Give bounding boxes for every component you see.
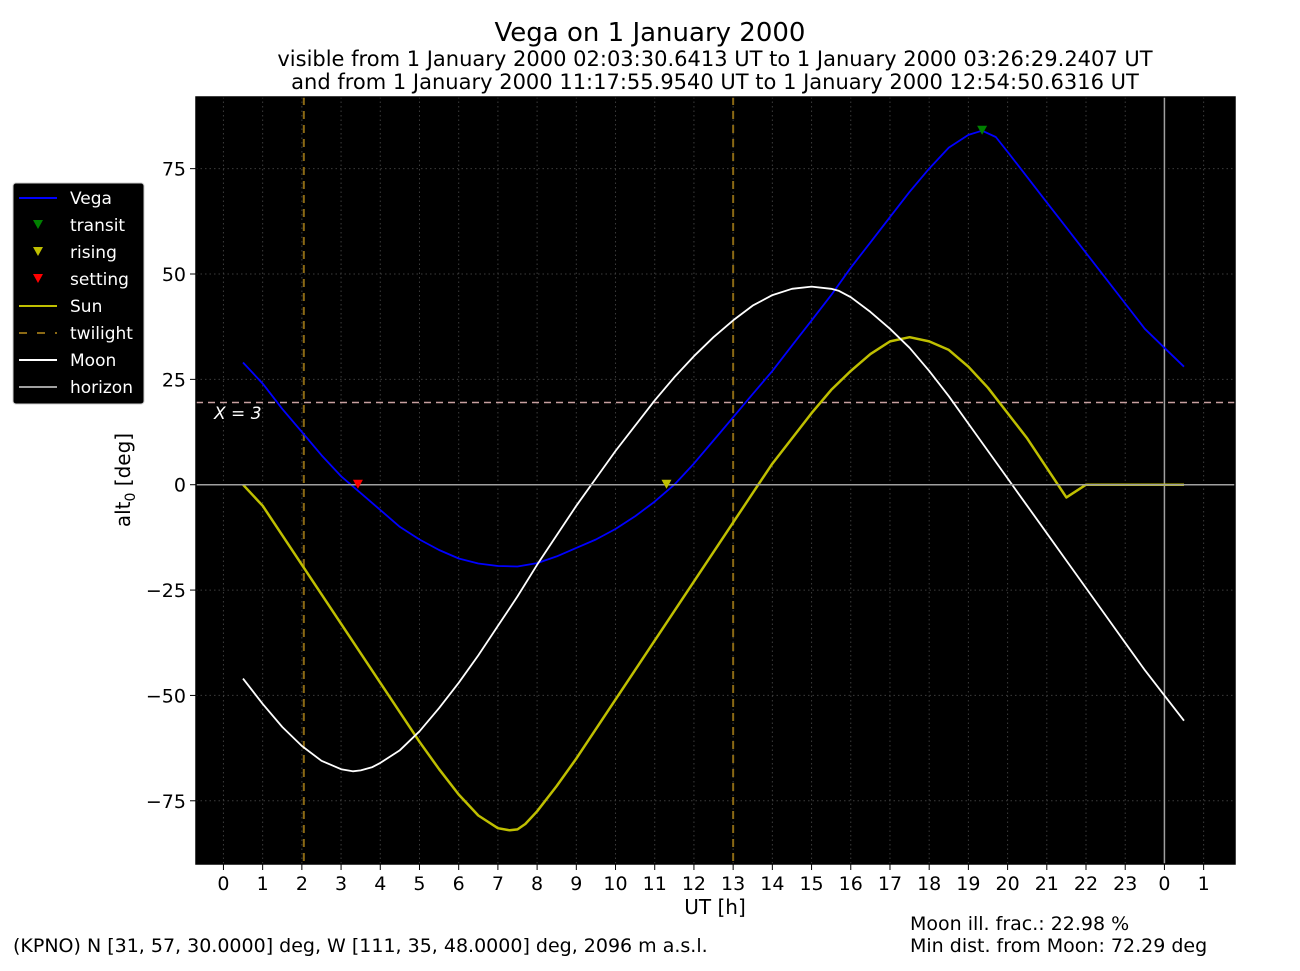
x-tick-label: 10 — [603, 873, 627, 895]
x-tick-label: 19 — [956, 873, 980, 895]
x-tick-label: 3 — [335, 873, 347, 895]
legend-box — [12, 182, 145, 405]
series-line-vega — [242, 129, 1185, 568]
x-tick-label: 12 — [682, 873, 706, 895]
y-tick-label: −25 — [146, 580, 186, 602]
x-tick-label: 1 — [1198, 873, 1210, 895]
x-axis-label: UT [h] — [684, 895, 746, 919]
y-tick-label: 0 — [174, 475, 186, 497]
x-tick-label: 0 — [217, 873, 229, 895]
legend-label-rising: rising — [70, 243, 117, 263]
moon-distance: Min dist. from Moon: 72.29 deg — [910, 935, 1207, 957]
legend-label-setting: setting — [70, 270, 129, 290]
event-marker-rising — [661, 479, 672, 489]
y-axis: 75 50 25 0 −25 −50 −75 — [146, 159, 196, 813]
legend-label-transit: transit — [70, 216, 125, 236]
legend: Vega transit rising setting Sun twilight Moon h… — [12, 182, 145, 405]
x-tick-label: 6 — [453, 873, 465, 895]
x-tick-label: 15 — [799, 873, 823, 895]
x-axis: 0 1 2 3 4 5 6 7 8 9 10 11 12 13 14 15 16 17 18 19 20 21 22 23 0 1 — [217, 864, 1210, 895]
series-line-sun — [242, 335, 1184, 832]
x-tick-label: 23 — [1113, 873, 1137, 895]
x-tick-label: 0 — [1158, 873, 1170, 895]
x-tick-label: 18 — [917, 873, 941, 895]
y-axis-label: alt0 [deg] — [111, 433, 139, 527]
plot-area — [196, 97, 1235, 864]
legend-marker-rising — [33, 247, 43, 256]
x-tick-label: 11 — [643, 873, 667, 895]
x-tick-label: 14 — [760, 873, 784, 895]
x-tick-label: 2 — [296, 873, 308, 895]
legend-label-Moon: Moon — [70, 351, 116, 371]
x-tick-label: 21 — [1035, 873, 1059, 895]
y-tick-label: 25 — [162, 369, 186, 391]
location-footer: (KPNO) N [31, 57, 30.0000] deg, W [111, … — [13, 935, 708, 957]
x-tick-label: 8 — [531, 873, 543, 895]
y-tick-label: 50 — [162, 264, 186, 286]
x-tick-label: 5 — [413, 873, 425, 895]
chart-subtitle-line-1: visible from 1 January 2000 02:03:30.641… — [277, 47, 1152, 71]
chart-title: Vega on 1 January 2000 — [495, 18, 806, 48]
event-markers — [352, 125, 988, 489]
series-line-moon — [242, 285, 1185, 773]
legend-label-twilight: twilight — [70, 324, 133, 344]
legend-label-horizon: horizon — [70, 378, 133, 398]
legend-label-Vega: Vega — [70, 189, 112, 209]
y-tick-label: 75 — [162, 159, 186, 181]
legend-marker-setting — [33, 274, 43, 283]
moon-illumination: Moon ill. frac.: 22.98 % — [910, 913, 1129, 935]
event-marker-setting — [352, 479, 363, 489]
x-tick-label: 13 — [721, 873, 745, 895]
legend-marker-transit — [33, 220, 43, 229]
x-tick-label: 1 — [257, 873, 269, 895]
reference-lines — [196, 97, 1235, 864]
chart-subtitle-line-2: and from 1 January 2000 11:17:55.9540 UT… — [291, 70, 1139, 94]
plot-frame — [195, 96, 1236, 865]
x-tick-label: 4 — [374, 873, 386, 895]
y-tick-label: −75 — [146, 791, 186, 813]
x-tick-label: 20 — [996, 873, 1020, 895]
legend-label-Sun: Sun — [70, 297, 102, 317]
y-tick-label: −50 — [146, 685, 186, 707]
x-tick-label: 17 — [878, 873, 902, 895]
x-tick-label: 22 — [1074, 873, 1098, 895]
x-tick-label: 9 — [570, 873, 582, 895]
series — [196, 129, 1235, 832]
x-tick-label: 7 — [492, 873, 504, 895]
airmass-label: X = 3 — [213, 404, 262, 424]
x-tick-label: 16 — [839, 873, 863, 895]
event-marker-transit — [977, 125, 988, 135]
